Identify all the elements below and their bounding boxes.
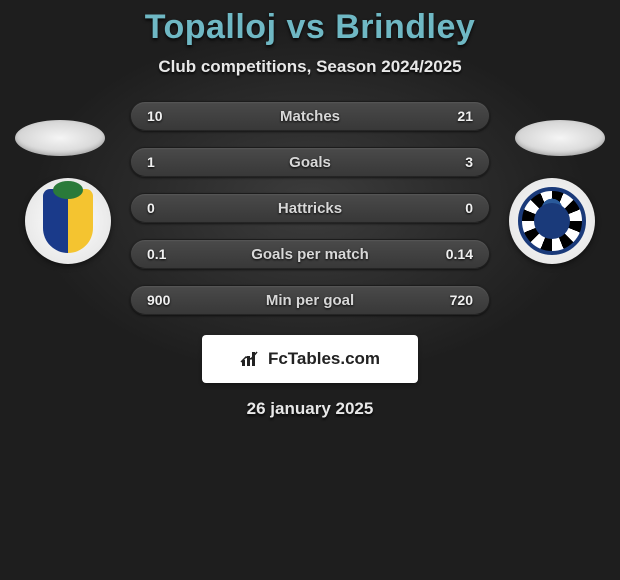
stat-value-left: 10 xyxy=(147,108,187,124)
stat-label: Hattricks xyxy=(278,200,342,217)
stat-row-matches: 10 Matches 21 xyxy=(130,101,490,131)
fctables-logo[interactable]: FcTables.com xyxy=(202,335,418,383)
stat-value-left: 900 xyxy=(147,292,187,308)
stat-value-right: 0.14 xyxy=(433,246,473,262)
stat-value-right: 3 xyxy=(433,154,473,170)
stat-row-goals-per-match: 0.1 Goals per match 0.14 xyxy=(130,239,490,269)
stat-label: Goals xyxy=(289,154,331,171)
stats-area: 10 Matches 21 1 Goals 3 0 Hattricks 0 0.… xyxy=(0,101,620,331)
page-title: Topalloj vs Brindley xyxy=(145,8,476,47)
stat-value-left: 0.1 xyxy=(147,246,187,262)
bar-chart-icon xyxy=(240,350,262,368)
main-content: Topalloj vs Brindley Club competitions, … xyxy=(0,0,620,419)
stat-row-goals: 1 Goals 3 xyxy=(130,147,490,177)
subtitle: Club competitions, Season 2024/2025 xyxy=(158,57,461,77)
stat-label: Matches xyxy=(280,108,340,125)
stat-row-min-per-goal: 900 Min per goal 720 xyxy=(130,285,490,315)
stat-value-right: 21 xyxy=(433,108,473,124)
stat-label: Min per goal xyxy=(266,292,354,309)
stat-value-right: 0 xyxy=(433,200,473,216)
stat-value-left: 0 xyxy=(147,200,187,216)
stat-value-right: 720 xyxy=(433,292,473,308)
date-label: 26 january 2025 xyxy=(247,399,374,419)
stat-label: Goals per match xyxy=(251,246,369,263)
stat-value-left: 1 xyxy=(147,154,187,170)
logo-text: FcTables.com xyxy=(268,349,380,369)
stat-row-hattricks: 0 Hattricks 0 xyxy=(130,193,490,223)
